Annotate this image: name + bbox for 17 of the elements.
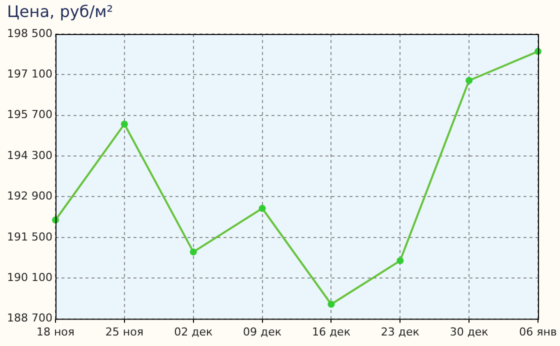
y-tick-label: 194 300	[6, 148, 52, 162]
x-tick-label: 02 дек	[174, 325, 213, 338]
x-tick-label: 23 дек	[380, 325, 420, 338]
y-tick-label: 188 700	[6, 312, 52, 325]
x-tick-label: 18 ноя	[36, 325, 75, 338]
y-tick-label: 195 700	[6, 108, 52, 122]
y-tick-label: 190 100	[6, 270, 52, 284]
x-tick-label: 09 дек	[243, 325, 282, 338]
x-tick-label: 06 янв	[519, 325, 557, 338]
y-tick-label: 191 500	[6, 230, 52, 244]
x-tick-label: 16 дек	[312, 325, 351, 338]
x-tick-label: 25 ноя	[105, 325, 144, 338]
x-tick-label: 30 дек	[450, 325, 489, 338]
y-tick-label: 198 500	[6, 26, 52, 40]
y-tick-label: 197 100	[6, 68, 52, 81]
y-tick-label: 192 900	[6, 190, 52, 203]
chart-title: Цена, руб/м²	[7, 2, 114, 21]
